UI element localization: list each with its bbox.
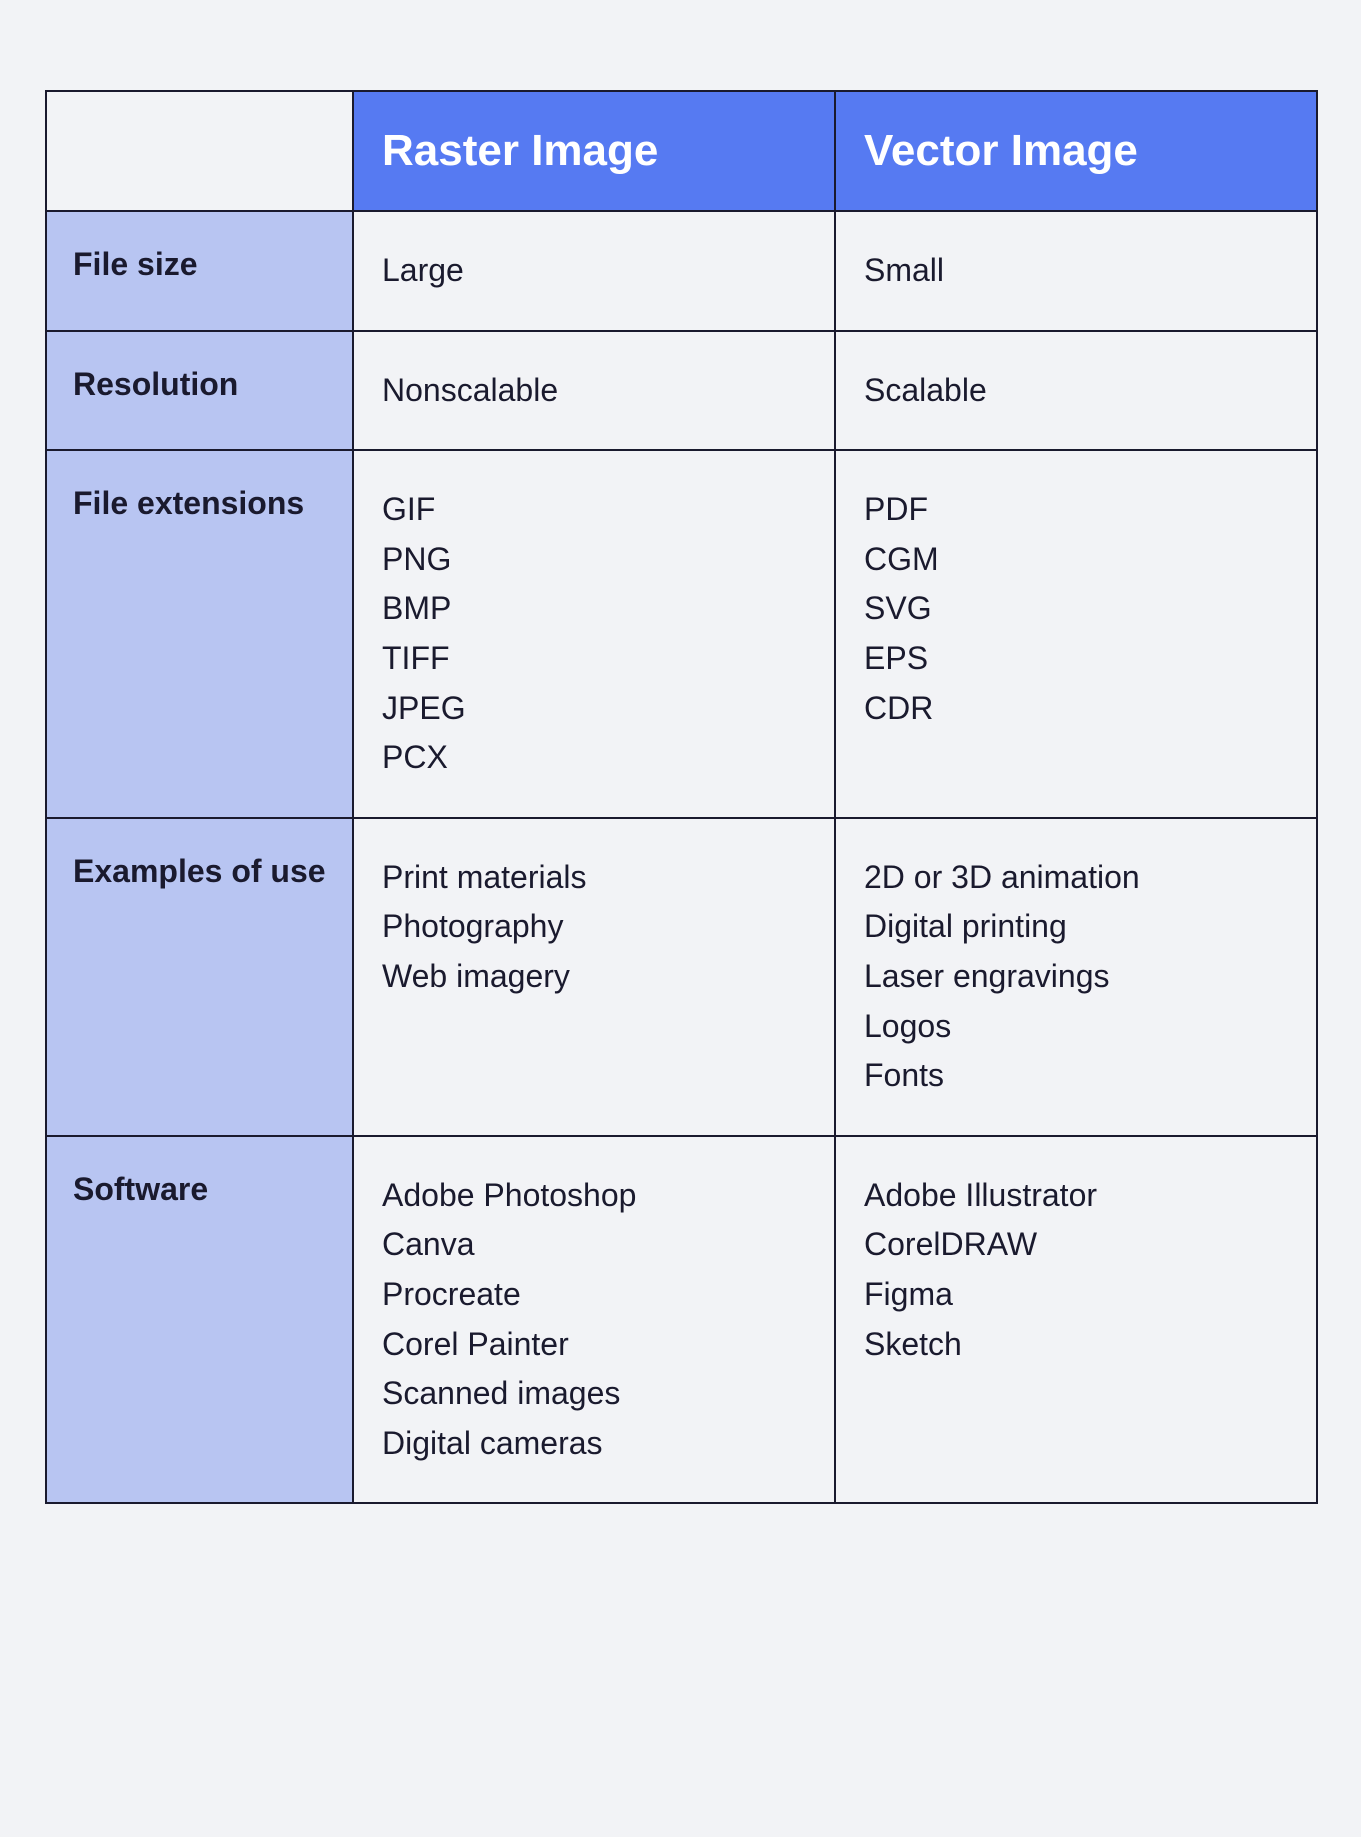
cell-line: PCX bbox=[382, 733, 806, 783]
cell-file-size-raster: Large bbox=[353, 211, 835, 331]
cell-line: Scanned images bbox=[382, 1369, 806, 1419]
cell-file-extensions-raster: GIF PNG BMP TIFF JPEG PCX bbox=[353, 450, 835, 818]
cell-line: Web imagery bbox=[382, 952, 806, 1002]
table-row: Examples of use Print materials Photogra… bbox=[46, 818, 1317, 1136]
cell-line: Scalable bbox=[864, 366, 1288, 416]
table-header-row: Raster Image Vector Image bbox=[46, 91, 1317, 211]
row-label-resolution: Resolution bbox=[46, 331, 353, 451]
cell-line: Digital cameras bbox=[382, 1419, 806, 1469]
cell-line: SVG bbox=[864, 584, 1288, 634]
table-row: File size Large Small bbox=[46, 211, 1317, 331]
cell-line: Digital printing bbox=[864, 902, 1288, 952]
cell-software-raster: Adobe Photoshop Canva Procreate Corel Pa… bbox=[353, 1136, 835, 1504]
cell-software-vector: Adobe Illustrator CorelDRAW Figma Sketch bbox=[835, 1136, 1317, 1504]
cell-line: Photography bbox=[382, 902, 806, 952]
row-label-examples-of-use: Examples of use bbox=[46, 818, 353, 1136]
cell-line: CDR bbox=[864, 684, 1288, 734]
cell-resolution-vector: Scalable bbox=[835, 331, 1317, 451]
cell-line: Figma bbox=[864, 1270, 1288, 1320]
table-row: Resolution Nonscalable Scalable bbox=[46, 331, 1317, 451]
page: Raster Image Vector Image File size Larg… bbox=[0, 0, 1361, 1624]
cell-line: Nonscalable bbox=[382, 366, 806, 416]
cell-line: BMP bbox=[382, 584, 806, 634]
cell-line: Laser engravings bbox=[864, 952, 1288, 1002]
cell-line: Procreate bbox=[382, 1270, 806, 1320]
header-corner-cell bbox=[46, 91, 353, 211]
table-row: Software Adobe Photoshop Canva Procreate… bbox=[46, 1136, 1317, 1504]
cell-line: Fonts bbox=[864, 1051, 1288, 1101]
table-row: File extensions GIF PNG BMP TIFF JPEG PC… bbox=[46, 450, 1317, 818]
cell-line: Print materials bbox=[382, 853, 806, 903]
cell-line: Adobe Photoshop bbox=[382, 1171, 806, 1221]
cell-line: PNG bbox=[382, 535, 806, 585]
cell-line: Sketch bbox=[864, 1320, 1288, 1370]
cell-line: Adobe Illustrator bbox=[864, 1171, 1288, 1221]
cell-line: Small bbox=[864, 246, 1288, 296]
comparison-table: Raster Image Vector Image File size Larg… bbox=[45, 90, 1318, 1504]
cell-resolution-raster: Nonscalable bbox=[353, 331, 835, 451]
cell-line: TIFF bbox=[382, 634, 806, 684]
cell-examples-vector: 2D or 3D animation Digital printing Lase… bbox=[835, 818, 1317, 1136]
cell-line: Canva bbox=[382, 1220, 806, 1270]
row-label-software: Software bbox=[46, 1136, 353, 1504]
row-label-file-extensions: File extensions bbox=[46, 450, 353, 818]
column-header-raster: Raster Image bbox=[353, 91, 835, 211]
cell-line: 2D or 3D animation bbox=[864, 853, 1288, 903]
cell-line: PDF bbox=[864, 485, 1288, 535]
cell-line: Corel Painter bbox=[382, 1320, 806, 1370]
cell-line: CGM bbox=[864, 535, 1288, 585]
table-body: File size Large Small Resolution Nonscal… bbox=[46, 211, 1317, 1503]
cell-line: GIF bbox=[382, 485, 806, 535]
cell-line: Large bbox=[382, 246, 806, 296]
cell-file-size-vector: Small bbox=[835, 211, 1317, 331]
column-header-vector: Vector Image bbox=[835, 91, 1317, 211]
cell-line: Logos bbox=[864, 1002, 1288, 1052]
cell-file-extensions-vector: PDF CGM SVG EPS CDR bbox=[835, 450, 1317, 818]
cell-line: JPEG bbox=[382, 684, 806, 734]
cell-line: EPS bbox=[864, 634, 1288, 684]
cell-line: CorelDRAW bbox=[864, 1220, 1288, 1270]
cell-examples-raster: Print materials Photography Web imagery bbox=[353, 818, 835, 1136]
row-label-file-size: File size bbox=[46, 211, 353, 331]
